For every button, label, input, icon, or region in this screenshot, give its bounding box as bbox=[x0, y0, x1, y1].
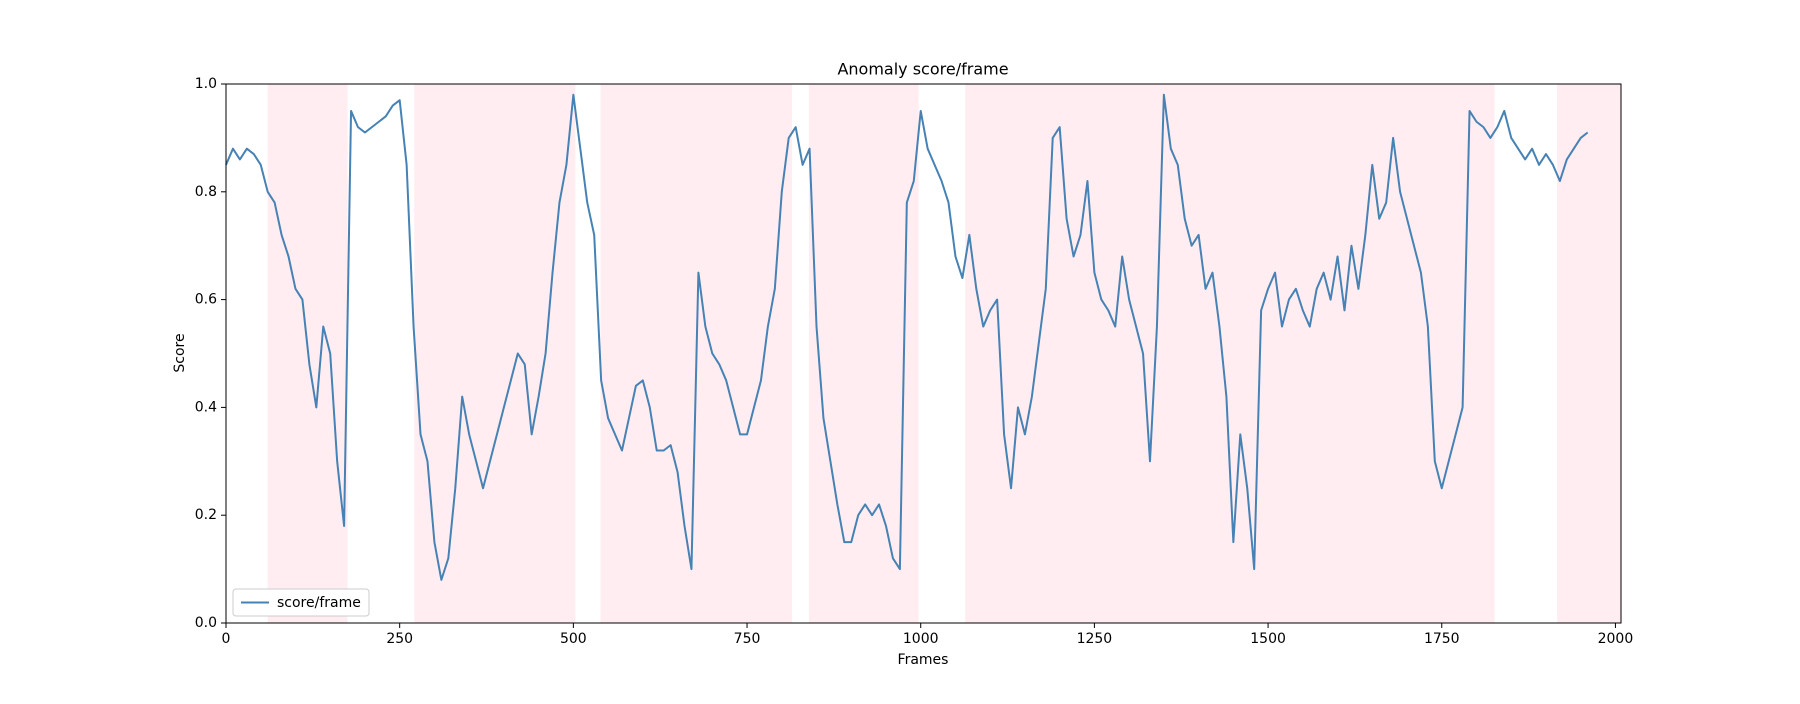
y-tick-label: 0.8 bbox=[195, 184, 217, 200]
legend-label: score/frame bbox=[277, 595, 361, 611]
y-tick-label: 0.6 bbox=[195, 292, 217, 308]
x-tick-label: 500 bbox=[560, 631, 587, 647]
chart-title: Anomaly score/frame bbox=[837, 60, 1008, 79]
y-tick-label: 0.0 bbox=[195, 615, 217, 631]
score-line bbox=[225, 93, 1589, 581]
x-tick-label: 1250 bbox=[1077, 631, 1113, 647]
x-tick-label: 1500 bbox=[1250, 631, 1286, 647]
y-tick-label: 1.0 bbox=[195, 76, 217, 92]
x-tick-label: 1000 bbox=[903, 631, 939, 647]
x-axis-label: Frames bbox=[898, 652, 949, 668]
x-tick-label: 2000 bbox=[1598, 631, 1634, 647]
shaded-span bbox=[1557, 84, 1621, 623]
y-tick-label: 0.4 bbox=[195, 399, 217, 415]
shaded-span bbox=[808, 84, 919, 623]
legend-box bbox=[232, 588, 370, 617]
x-tick-label: 750 bbox=[734, 631, 761, 647]
x-tick-label: 250 bbox=[386, 631, 413, 647]
shaded-span bbox=[414, 84, 576, 623]
axes-frame bbox=[225, 83, 1622, 624]
y-tick-label: 0.2 bbox=[195, 507, 217, 523]
y-axis-label: Score bbox=[172, 333, 188, 372]
x-tick-label: 1750 bbox=[1424, 631, 1460, 647]
shaded-span bbox=[965, 84, 1495, 623]
x-tick-label: 0 bbox=[222, 631, 231, 647]
